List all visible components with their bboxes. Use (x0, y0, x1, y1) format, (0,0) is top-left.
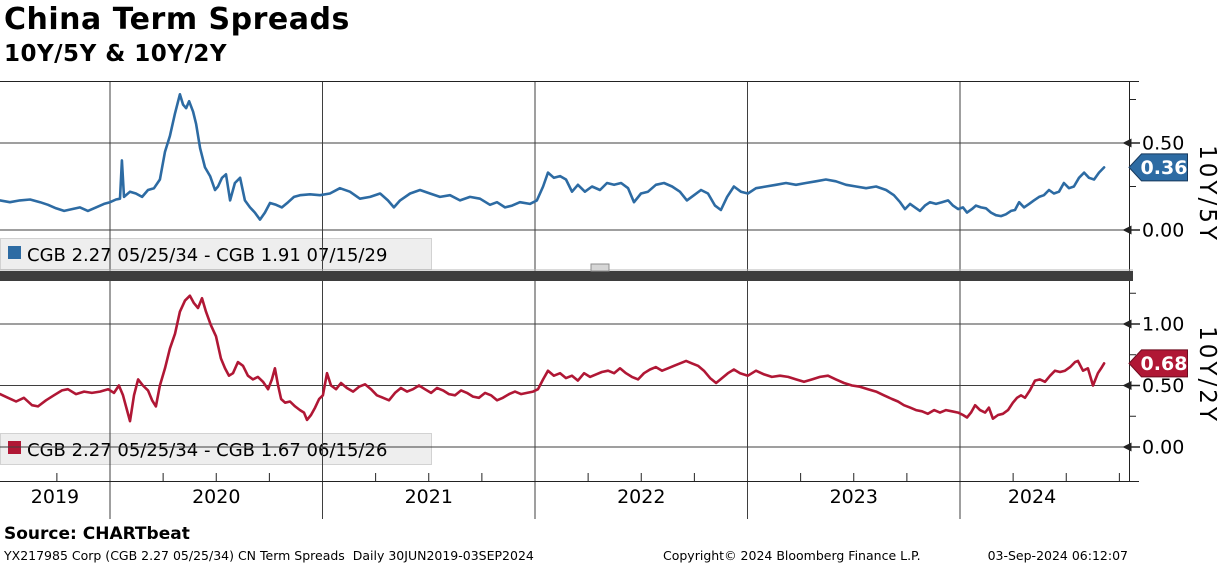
x-tick-label: 2019 (30, 486, 80, 508)
y-tick-label: 0.50 (1142, 133, 1184, 155)
panel-divider-handle[interactable] (590, 263, 610, 272)
page-subtitle: 10Y/5Y & 10Y/2Y (4, 41, 228, 67)
source-label: Source: (4, 524, 77, 544)
axis-frame-group (0, 81, 1139, 482)
last-value-text-bottom: 0.68 (1141, 353, 1188, 375)
legend-label-bottom: CGB 2.27 05/25/34 - CGB 1.67 06/15/26 (27, 440, 387, 461)
series-group (0, 93, 1106, 423)
legend-box-top[interactable] (0, 238, 432, 270)
x-tick-label: 2024 (1007, 486, 1057, 508)
y-tick-label: 1.00 (1142, 314, 1184, 336)
chart-canvas: CGB 2.27 05/25/34 - CGB 1.91 07/15/29 CG… (0, 81, 1220, 519)
y-tick-arrow (1122, 319, 1132, 329)
y-tick-label: 0.00 (1142, 220, 1184, 242)
series-line-10y2y (0, 294, 1106, 423)
legends-group: CGB 2.27 05/25/34 - CGB 1.91 07/15/29 CG… (0, 238, 432, 465)
y-tick-label: 0.00 (1142, 437, 1184, 459)
page-title: China Term Spreads (4, 2, 350, 37)
axis-ticks-group: 0.00 0.50 10Y/5Y 0.00 0.50 1.00 10Y/2Y (56, 99, 1220, 481)
x-tick-label: 2021 (404, 486, 453, 508)
last-value-badge-top (1128, 153, 1188, 182)
source-line: Source: CHARTbeat (4, 524, 190, 544)
gridlines-group (0, 81, 1129, 519)
x-axis: 2019 2020 2021 2022 2023 2024 (0, 486, 1224, 512)
x-tick-label: 2022 (617, 486, 666, 508)
y-tick-label: 0.50 (1142, 375, 1184, 397)
panel-divider[interactable] (0, 271, 1133, 281)
legend-swatch-blue (8, 246, 21, 259)
y-axis-title-top: 10Y/5Y (1194, 145, 1220, 243)
y-tick-arrow (1122, 138, 1132, 148)
timestamp: 03-Sep-2024 06:12:07 (987, 548, 1128, 563)
y-axis-title-bottom: 10Y/2Y (1194, 326, 1220, 424)
series-line-10y5y (0, 93, 1106, 221)
panel-divider-group (0, 263, 1133, 281)
y-tick-arrow (1122, 442, 1132, 452)
y-tick-arrow (1122, 225, 1132, 235)
chart-description: YX217985 Corp (CGB 2.27 05/25/34) CN Ter… (4, 548, 534, 563)
y-tick-arrow (1122, 381, 1132, 390)
last-value-badges-group: 0.36 0.68 (1128, 153, 1188, 378)
x-tick-label: 2020 (192, 486, 241, 508)
legend-box-bottom[interactable] (0, 433, 432, 465)
copyright-text: Copyright© 2024 Bloomberg Finance L.P. (663, 548, 921, 563)
last-value-text-top: 0.36 (1141, 157, 1188, 179)
legend-label-top: CGB 2.27 05/25/34 - CGB 1.91 07/15/29 (27, 245, 387, 266)
x-tick-label: 2023 (829, 486, 878, 508)
source-value: CHARTbeat (82, 524, 190, 544)
last-value-badge-bottom (1128, 349, 1188, 378)
